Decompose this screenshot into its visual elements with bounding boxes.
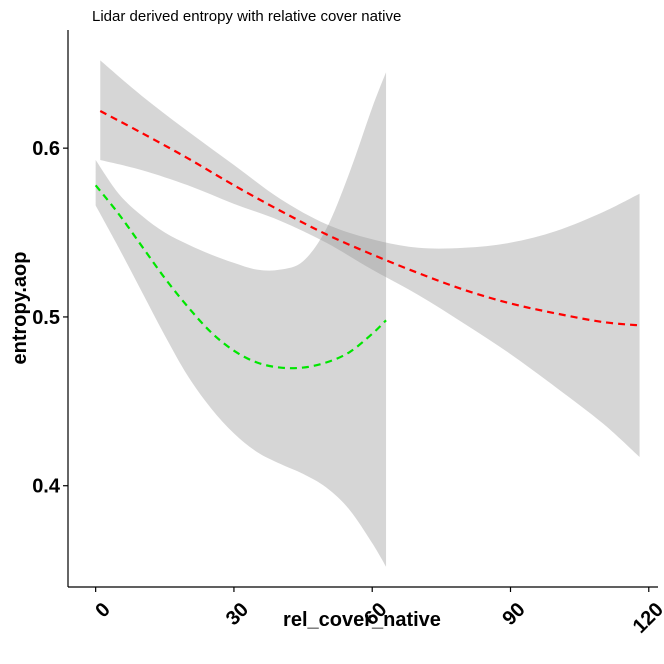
x-tick-label: 90: [498, 599, 529, 630]
series-line-1: [99, 110, 640, 327]
x-axis-label: rel_cover_native: [283, 609, 441, 631]
confidence-band-2: [95, 72, 387, 567]
y-tick-label: 0.5: [32, 307, 60, 329]
chart-title: Lidar derived entropy with relative cove…: [92, 8, 401, 25]
x-tick-label: 120: [629, 599, 664, 638]
y-axis-ticks: 0.4 0.5 0.6: [32, 138, 68, 498]
series-lines: [94, 110, 640, 370]
y-tick-label: 0.6: [32, 138, 60, 160]
x-tick-label: 0: [91, 599, 114, 622]
confidence-band-1: [100, 60, 640, 458]
x-tick-label: 30: [222, 599, 253, 630]
confidence-bands: [95, 60, 640, 567]
series-line-2: [94, 184, 387, 370]
y-axis-label: entropy.aop: [9, 252, 31, 365]
y-tick-label: 0.4: [32, 476, 61, 498]
